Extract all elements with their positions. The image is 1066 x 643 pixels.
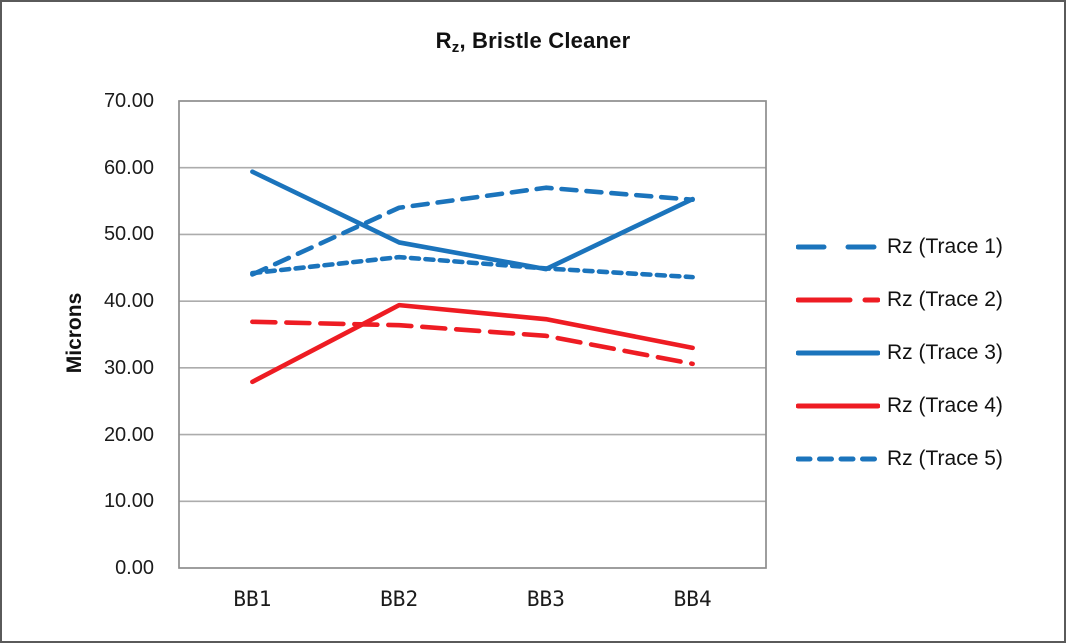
y-tick-label: 40.00: [103, 290, 154, 313]
legend-sample-line-trace-4: [796, 403, 880, 408]
y-tick-label: 10.00: [103, 490, 154, 513]
x-tick-label: BB2: [380, 587, 419, 611]
legend-item-trace-3: Rz (Trace 3): [796, 336, 1003, 369]
y-tick-label: 20.00: [103, 423, 154, 446]
plot-border: [178, 100, 767, 569]
x-tick-label: BB4: [673, 587, 712, 611]
legend-label: Rz (Trace 4): [887, 393, 1003, 417]
y-tick-label: 0.00: [115, 557, 154, 579]
x-tick-label: BB3: [526, 587, 565, 611]
legend-item-trace-1: Rz (Trace 1): [796, 230, 1003, 263]
legend-label: Rz (Trace 1): [887, 234, 1003, 258]
chart-title-prefix: R: [435, 28, 452, 53]
series-line-trace-2: [250, 319, 695, 367]
series-line-trace-4: [250, 302, 695, 385]
y-tick-label: 70.00: [103, 90, 154, 112]
legend-sample-line-trace-5: [796, 456, 880, 461]
x-tick-label: BB1: [233, 587, 272, 611]
y-tick-label: 60.00: [103, 156, 154, 179]
chart-title-suffix: , Bristle Cleaner: [459, 28, 631, 53]
legend-label: Rz (Trace 3): [887, 340, 1003, 364]
series-line-trace-3: [250, 169, 695, 272]
chart-title-subscript: z: [451, 39, 460, 56]
chart-legend: Rz (Trace 1) Rz (Trace 2) Rz (Trace 3) Rz (…: [796, 230, 1003, 475]
legend-item-trace-4: Rz (Trace 4): [796, 389, 1003, 422]
y-tick-label: 50.00: [103, 223, 154, 246]
legend-label: Rz (Trace 5): [887, 446, 1003, 470]
legend-item-trace-2: Rz (Trace 2): [796, 283, 1003, 316]
legend-sample-line-trace-3: [796, 350, 880, 355]
series-line-trace-5: [250, 254, 695, 280]
legend-sample-line-trace-2: [796, 297, 880, 302]
y-tick-label: 30.00: [103, 356, 154, 379]
legend-sample-line-trace-1: [796, 244, 880, 249]
chart-title: Rz, Bristle Cleaner: [2, 28, 1064, 56]
legend-item-trace-5: Rz (Trace 5): [796, 442, 1003, 475]
series-line-trace-1: [250, 185, 695, 277]
legend-label: Rz (Trace 2): [887, 287, 1003, 311]
